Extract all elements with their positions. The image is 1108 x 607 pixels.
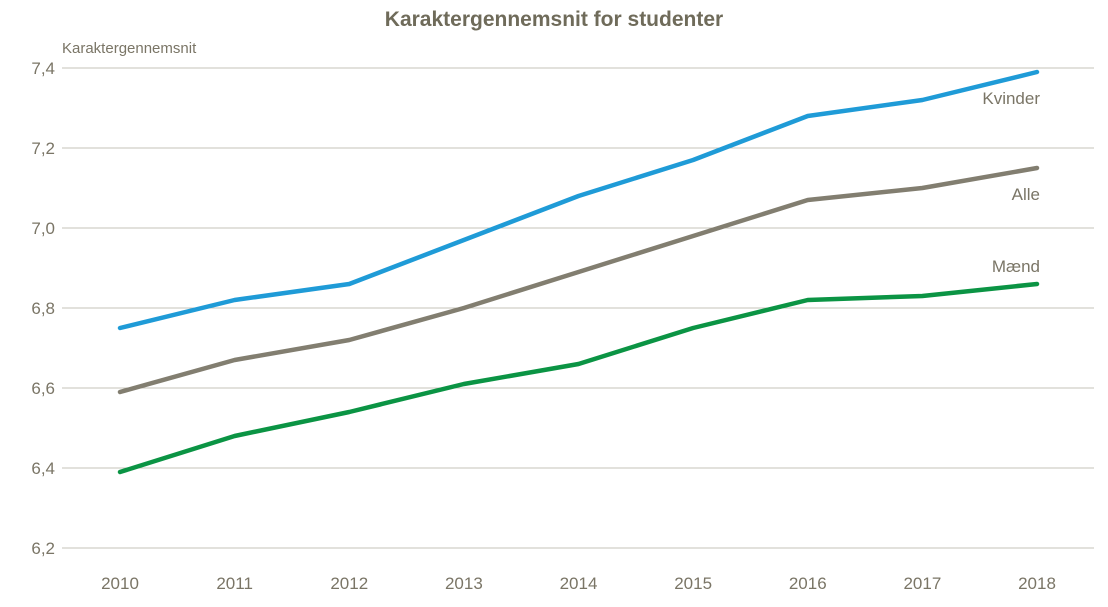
y-tick-label: 7,2 (31, 139, 55, 158)
y-tick-label: 6,8 (31, 299, 55, 318)
series-line-kvinder (117, 69, 1040, 331)
y-tick-label: 7,0 (31, 219, 55, 238)
series-label-kvinder: Kvinder (982, 89, 1040, 108)
y-tick-label: 7,4 (31, 59, 55, 78)
x-tick-label: 2017 (903, 574, 941, 593)
y-tick-label: 6,2 (31, 539, 55, 558)
y-tick-label: 6,6 (31, 379, 55, 398)
chart-title: Karaktergennemsnit for studenter (384, 8, 724, 31)
y-tick-label: 6,4 (31, 459, 55, 478)
x-tick-label: 2011 (216, 574, 253, 593)
x-tick-label: 2015 (674, 574, 712, 593)
series-label-maend: Mænd (992, 257, 1040, 276)
y-axis-title: Karaktergennemsnit (62, 40, 197, 57)
x-tick-label: 2010 (101, 574, 139, 593)
x-tick-label: 2014 (560, 574, 598, 593)
series-line-alle (117, 165, 1040, 395)
x-tick-label: 2016 (789, 574, 827, 593)
series-label-alle: Alle (1012, 185, 1040, 204)
series-line-maend (117, 281, 1040, 475)
x-tick-label: 2018 (1018, 574, 1056, 593)
x-tick-label: 2012 (330, 574, 368, 593)
x-tick-label: 2013 (445, 574, 483, 593)
